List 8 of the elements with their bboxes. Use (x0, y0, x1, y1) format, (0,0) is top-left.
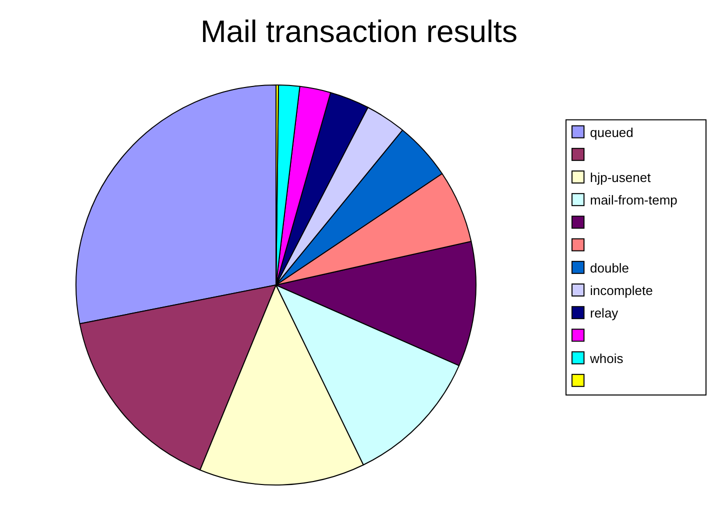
chart-title: Mail transaction results (200, 14, 518, 49)
legend-label: hjp-usenet (590, 170, 652, 185)
legend-label: mail-from-temp (590, 192, 678, 208)
legend-label: queued (590, 124, 634, 140)
legend-label: whois (589, 350, 624, 366)
legend-label: relay (590, 306, 619, 321)
legend-label: double (590, 260, 630, 276)
legend-label: incomplete (590, 283, 653, 298)
